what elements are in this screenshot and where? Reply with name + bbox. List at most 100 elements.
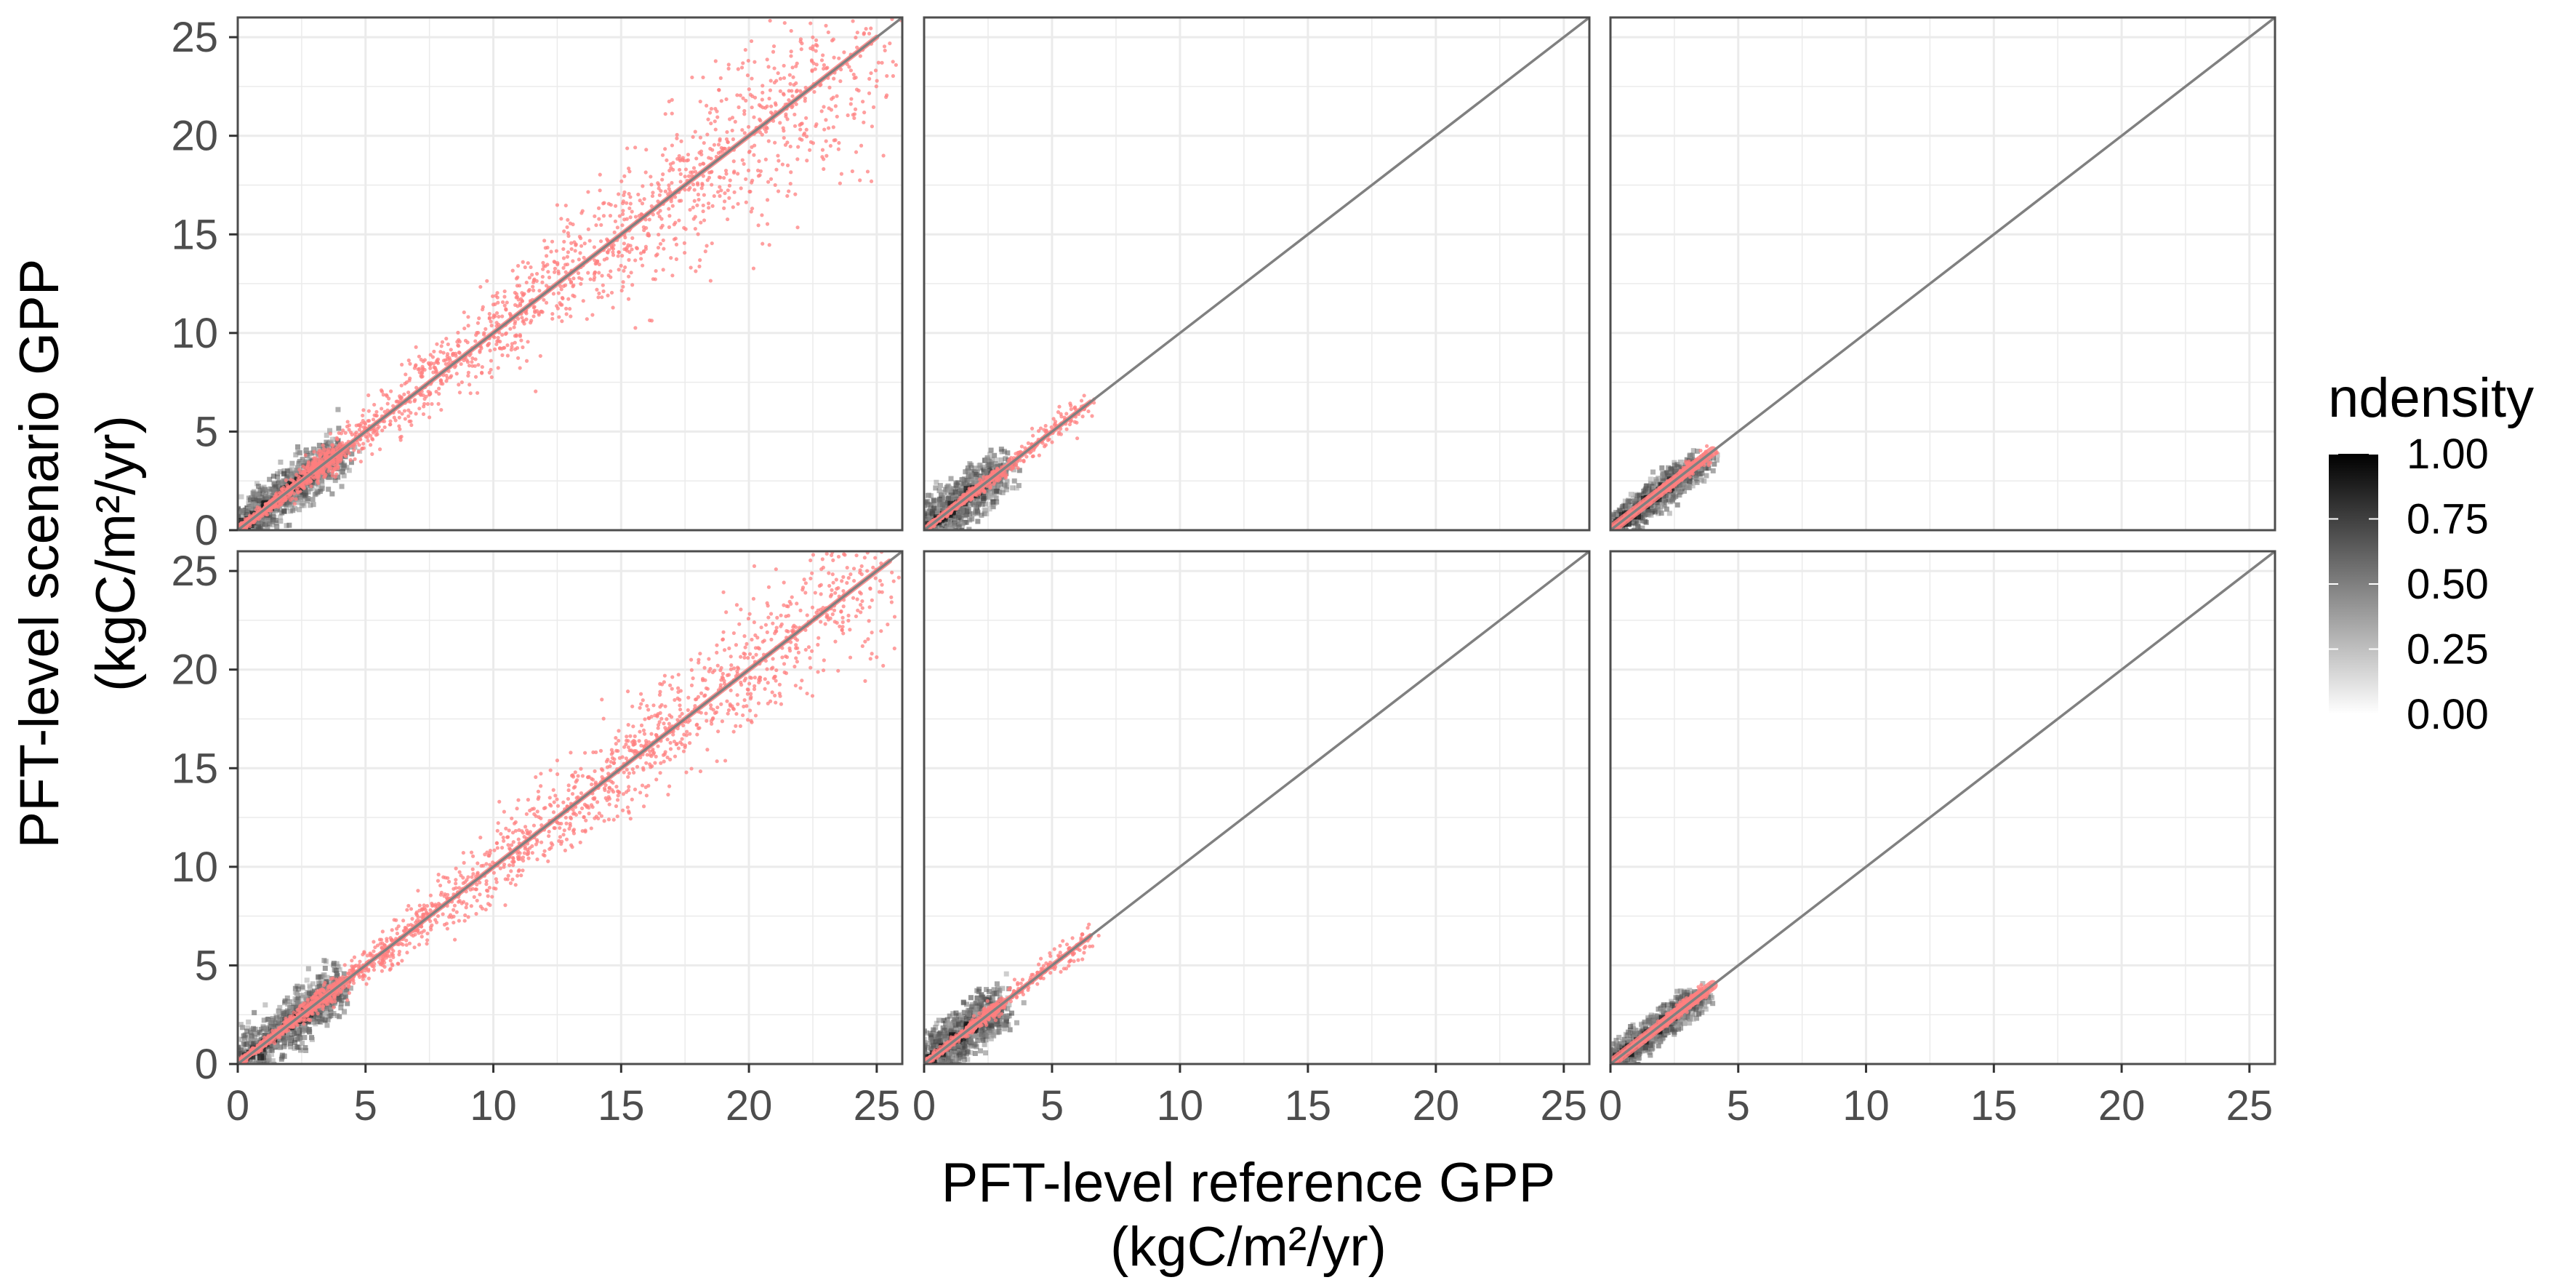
data-point [769,177,774,181]
data-point [523,265,527,270]
density-bin [314,488,320,494]
data-point [559,287,563,292]
panel-border [236,16,904,532]
data-point [467,364,472,368]
density-bin [1694,448,1700,454]
density-bin [1622,498,1628,504]
density-bin [271,489,277,495]
data-point [842,50,846,55]
data-point [489,367,493,372]
data-point [331,443,335,448]
density-bin [295,500,301,505]
density-bin [284,523,289,529]
data-point [881,153,886,158]
data-point [282,498,286,503]
density-bin [963,513,968,519]
data-point [701,174,705,178]
data-point [815,44,819,48]
data-point [483,327,488,331]
density-bin [295,449,301,455]
data-point [717,87,721,92]
data-point [691,205,695,209]
data-point [522,292,526,296]
data-point [798,127,803,132]
data-point [1030,426,1035,431]
data-point [859,143,864,148]
data-point [552,260,556,264]
data-point [824,23,828,28]
data-point [531,314,536,319]
data-point [629,271,633,275]
data-point [505,343,510,348]
data-point [713,127,718,132]
data-point [691,183,696,187]
data-point [593,214,597,218]
data-point [670,273,675,278]
density-bin [277,514,283,520]
data-point [1067,422,1072,427]
density-bin [274,524,280,529]
data-point [462,310,466,315]
data-point [288,497,293,503]
data-point [854,36,858,40]
data-point [832,55,836,60]
data-point [513,303,518,307]
data-point [785,163,790,167]
data-point [819,58,824,63]
data-point [516,297,521,302]
data-point [416,367,420,372]
density-bin [990,486,996,492]
data-point [325,452,329,456]
data-point [1080,415,1085,419]
data-point [445,376,450,380]
data-point [466,374,470,378]
data-point [627,257,631,262]
data-point [425,401,430,407]
data-point [742,161,746,167]
data-point [744,98,748,103]
data-point [778,121,782,125]
density-bin [990,484,996,489]
data-point [380,407,384,411]
data-point [520,299,524,303]
data-point [992,481,996,487]
data-point [364,434,368,439]
data-point [824,66,829,71]
data-point [855,7,859,11]
data-point [404,372,408,377]
data-point [489,375,494,380]
data-point [716,143,721,147]
data-point [313,459,317,463]
density-bin [992,452,998,458]
data-point [351,444,356,449]
data-point [693,169,698,174]
data-point [641,225,646,229]
density-bin [319,485,325,491]
data-point [811,44,815,49]
data-point [407,419,412,424]
data-point [633,258,638,263]
density-bin [254,481,260,487]
density-bin [987,452,993,457]
data-point [643,247,648,251]
data-point [526,289,531,293]
data-point [689,265,693,270]
density-bin [1016,468,1022,473]
data-point [663,147,667,151]
data-point [848,68,854,73]
data-point [476,330,481,335]
data-point [357,443,361,447]
data-point [611,250,615,255]
density-bin [974,508,980,514]
data-point [1026,441,1030,445]
data-point [622,241,626,246]
data-point [456,343,461,348]
data-point [758,169,763,173]
data-point [723,169,729,173]
density-bin [256,484,262,489]
data-point [800,41,804,46]
data-point [982,475,986,479]
data-point [441,351,446,355]
density-bin [324,432,329,438]
density-bin [946,521,952,527]
